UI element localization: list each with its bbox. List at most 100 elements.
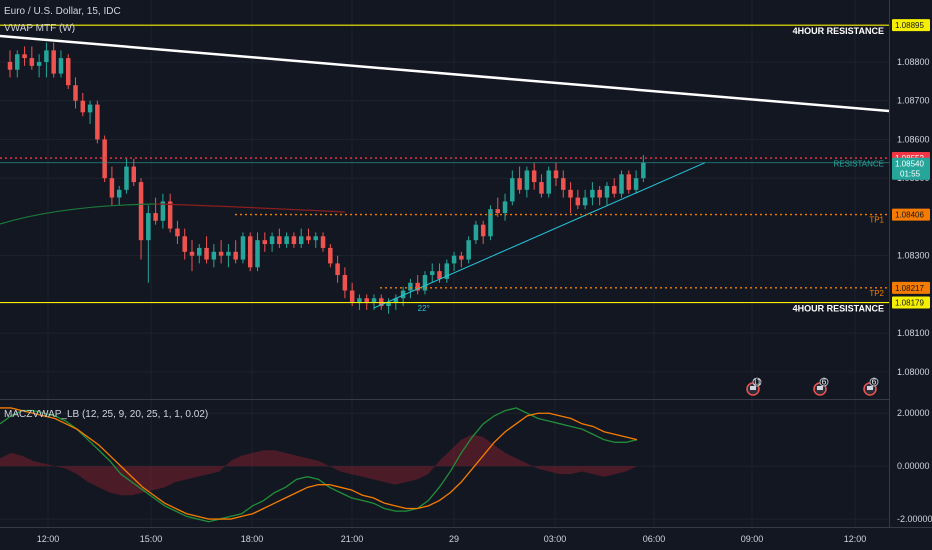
oscillator-signal-line bbox=[0, 407, 638, 520]
candle-body bbox=[58, 58, 64, 74]
candle-body bbox=[269, 236, 275, 245]
oscillator-pane[interactable] bbox=[0, 407, 638, 523]
candle-body bbox=[247, 236, 253, 268]
flag-icon bbox=[750, 386, 756, 390]
candle-body bbox=[393, 298, 399, 303]
candle-body bbox=[422, 275, 428, 291]
candle-body bbox=[597, 189, 602, 198]
price-tick-label: 1.08000 bbox=[897, 367, 930, 377]
price-tag: 1.08217 bbox=[892, 281, 930, 294]
candle-body bbox=[153, 213, 158, 221]
candle-body bbox=[451, 255, 457, 264]
candle-body bbox=[87, 104, 93, 113]
candle-body bbox=[262, 240, 268, 245]
level-label: 4HOUR RESISTANCE bbox=[793, 26, 884, 36]
candle-body bbox=[429, 271, 435, 276]
event-count-bg bbox=[869, 377, 879, 387]
ascending-trendline bbox=[373, 162, 706, 309]
candle-body bbox=[306, 236, 311, 241]
price-tag-bg bbox=[892, 19, 930, 32]
price-tick-label: 1.08300 bbox=[897, 251, 930, 261]
candle-body bbox=[328, 247, 333, 264]
candle-body bbox=[15, 54, 20, 70]
candle-body bbox=[291, 236, 297, 245]
candle-body bbox=[240, 236, 246, 260]
candle-body bbox=[561, 178, 566, 190]
current-price-value: 1.08540 bbox=[895, 160, 924, 169]
price-tick-label: 1.08700 bbox=[897, 96, 930, 106]
candle-body bbox=[473, 224, 479, 241]
candle-body bbox=[22, 54, 27, 59]
candle-body bbox=[488, 209, 493, 237]
current-price-bg bbox=[892, 157, 930, 180]
candle-body bbox=[29, 58, 35, 66]
candle-body bbox=[568, 189, 573, 198]
price-tick-label: 1.08100 bbox=[897, 328, 930, 338]
candle-body bbox=[546, 170, 551, 194]
level-label: TP2 bbox=[869, 289, 884, 298]
candle-body bbox=[95, 104, 100, 140]
event-badge[interactable]: 6 bbox=[813, 378, 829, 396]
overlays: 22° 4HOUR RESISTANCE 4HOUR RESISTANCE RESIS… bbox=[0, 24, 890, 396]
candle-body bbox=[502, 201, 508, 214]
candle-body bbox=[349, 290, 355, 303]
candle-body bbox=[459, 255, 464, 260]
candle-body bbox=[633, 178, 639, 190]
price-pane[interactable]: 22° 4HOUR RESISTANCE 4HOUR RESISTANCE RESIS… bbox=[0, 24, 890, 396]
candle-body bbox=[189, 251, 195, 256]
price-tag: 1.08895 bbox=[892, 19, 930, 32]
candle-body bbox=[204, 247, 209, 260]
oscillator-tick-label: 2.00000 bbox=[897, 408, 930, 418]
level-label: 4HOUR RESISTANCE bbox=[793, 304, 884, 314]
event-count: 6 bbox=[822, 378, 827, 387]
price-axis[interactable]: 1.088001.087001.086001.085001.083001.081… bbox=[892, 19, 932, 524]
price-tag-text: 1.08406 bbox=[895, 211, 924, 220]
candle-body bbox=[408, 282, 413, 291]
candle-body bbox=[415, 282, 420, 291]
chart-grid bbox=[0, 0, 889, 527]
vwap-legend: VWAP MTF (W) bbox=[4, 23, 75, 34]
candle-body bbox=[575, 197, 581, 206]
oscillator-histogram bbox=[0, 434, 637, 496]
time-tick-label: 12:00 bbox=[37, 534, 60, 544]
flag-icon bbox=[867, 386, 873, 390]
price-tag-text: 1.08895 bbox=[895, 21, 924, 30]
time-tick-label: 15:00 bbox=[140, 534, 163, 544]
candles bbox=[7, 42, 646, 314]
time-axis[interactable]: 12:00 15:00 18:00 21:00 29 03:00 06:00 09:00 12:… bbox=[37, 534, 867, 544]
event-badge[interactable]: 6 bbox=[863, 377, 879, 396]
price-tag: 1.08179 bbox=[892, 296, 930, 309]
candle-body bbox=[553, 170, 559, 179]
candle-body bbox=[80, 100, 86, 113]
time-tick-label: 09:00 bbox=[741, 534, 764, 544]
candle-body bbox=[517, 178, 522, 190]
level-label: TP1 bbox=[869, 216, 884, 225]
price-tag: 1.08406 bbox=[892, 208, 930, 221]
candle-body bbox=[582, 197, 588, 206]
candle-body bbox=[211, 251, 217, 260]
countdown-timer: 01:55 bbox=[900, 170, 921, 179]
candle-body bbox=[197, 247, 202, 256]
candle-body bbox=[320, 236, 326, 248]
oscillator-tick-label: -2.00000 bbox=[897, 514, 932, 524]
event-count: 6 bbox=[872, 378, 877, 387]
candle-body bbox=[619, 174, 624, 194]
descending-trendline bbox=[0, 34, 890, 113]
candle-body bbox=[226, 251, 231, 256]
candle-body bbox=[386, 302, 391, 307]
event-badge[interactable]: 11 bbox=[746, 377, 762, 396]
flag-icon bbox=[817, 386, 823, 390]
candle-body bbox=[277, 236, 282, 245]
event-count-bg bbox=[752, 377, 762, 387]
oscillator-tick-label: 0.00000 bbox=[897, 461, 930, 471]
candle-body bbox=[218, 251, 224, 256]
candle-body bbox=[167, 201, 173, 229]
price-tick-label: 1.08800 bbox=[897, 57, 930, 67]
candle-body bbox=[298, 236, 304, 245]
candle-body bbox=[510, 178, 515, 202]
candle-body bbox=[233, 251, 238, 260]
candle-body bbox=[531, 170, 537, 183]
level-label: RESISTANCE bbox=[833, 160, 884, 169]
